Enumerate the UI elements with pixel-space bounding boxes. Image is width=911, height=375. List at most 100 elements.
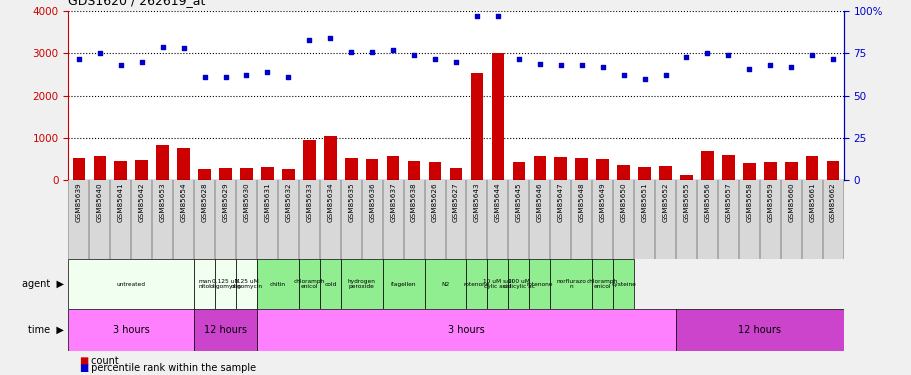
Bar [194,309,257,351]
Bar [341,180,362,259]
Bar [675,309,843,351]
Point [364,49,379,55]
Bar [320,259,341,309]
Text: ■: ■ [79,356,88,366]
Bar [177,147,189,180]
Text: GSM85641: GSM85641 [118,182,124,222]
Bar [299,259,320,309]
Bar [570,180,591,259]
Point [825,56,840,62]
Point [637,76,651,82]
Text: GSM85640: GSM85640 [97,182,103,222]
Text: 0.125 uM
oligomycin: 0.125 uM oligomycin [210,279,241,289]
Bar [386,156,399,180]
Point [574,62,589,68]
Point [679,54,693,60]
Bar [596,159,609,180]
Bar [323,136,336,180]
Point [783,64,798,70]
Bar [533,156,546,180]
Text: GDS1620 / 262619_at: GDS1620 / 262619_at [68,0,206,8]
Bar [763,162,775,180]
Text: count: count [88,356,119,366]
Text: GSM85658: GSM85658 [745,182,752,222]
Text: GSM85656: GSM85656 [703,182,710,222]
Text: GSM85662: GSM85662 [829,182,835,222]
Bar [110,180,131,259]
Bar [801,180,822,259]
Text: GSM85638: GSM85638 [411,182,416,222]
Text: GSM85653: GSM85653 [159,182,166,222]
Bar [362,180,383,259]
Bar [281,169,294,180]
Point [553,62,568,68]
Text: cysteine: cysteine [610,282,635,286]
Text: percentile rank within the sample: percentile rank within the sample [88,363,256,373]
Text: GSM85632: GSM85632 [285,182,292,222]
Point [176,45,190,51]
Bar [173,180,194,259]
Text: N2: N2 [441,282,449,286]
Text: GSM85629: GSM85629 [222,182,229,222]
Point [658,72,672,78]
Text: chloramph
enicol: chloramph enicol [293,279,324,289]
Text: GSM85642: GSM85642 [138,182,145,222]
Point [595,64,609,70]
Bar [219,168,231,180]
Bar [68,309,194,351]
Point [134,59,148,65]
Text: GSM85655: GSM85655 [682,182,689,222]
Point [239,72,253,78]
Point [322,35,337,41]
Point [385,47,400,53]
Point [218,74,232,80]
Point [721,52,735,58]
Bar [407,161,420,180]
Point [804,52,819,58]
Point [511,56,526,62]
Text: ■: ■ [79,363,88,373]
Bar [554,157,567,180]
Point [113,62,128,68]
Bar [675,180,696,259]
Bar [696,180,717,259]
Bar [240,168,252,180]
Text: chloramph
enicol: chloramph enicol [587,279,618,289]
Point [469,13,484,19]
Bar [659,166,671,180]
Bar [612,180,633,259]
Text: 1.25 uM
oligomycin: 1.25 uM oligomycin [230,279,262,289]
Bar [528,259,549,309]
Bar [717,180,738,259]
Bar [826,160,838,180]
Bar [780,180,801,259]
Bar [94,156,106,180]
Bar [428,162,441,180]
Text: GSM85639: GSM85639 [76,182,82,222]
Bar [528,180,549,259]
Bar [236,180,257,259]
Text: GSM85660: GSM85660 [787,182,793,222]
Point [490,13,505,19]
Bar [617,165,630,180]
Bar [383,259,425,309]
Point [92,51,107,57]
Bar [257,180,278,259]
Bar [591,180,612,259]
Text: 100 uM
salicylic ac: 100 uM salicylic ac [502,279,534,289]
Point [427,56,442,62]
Bar [425,259,466,309]
Bar [491,53,504,180]
Text: GSM85634: GSM85634 [327,182,333,222]
Text: GSM85650: GSM85650 [619,182,626,222]
Text: GSM85646: GSM85646 [537,182,542,222]
Text: man
nitol: man nitol [198,279,210,289]
Text: GSM85628: GSM85628 [201,182,208,222]
Text: GSM85643: GSM85643 [474,182,479,222]
Bar [261,167,273,180]
Bar [278,180,299,259]
Point [532,60,547,67]
Bar [549,259,591,309]
Bar [257,309,675,351]
Text: GSM85630: GSM85630 [243,182,250,222]
